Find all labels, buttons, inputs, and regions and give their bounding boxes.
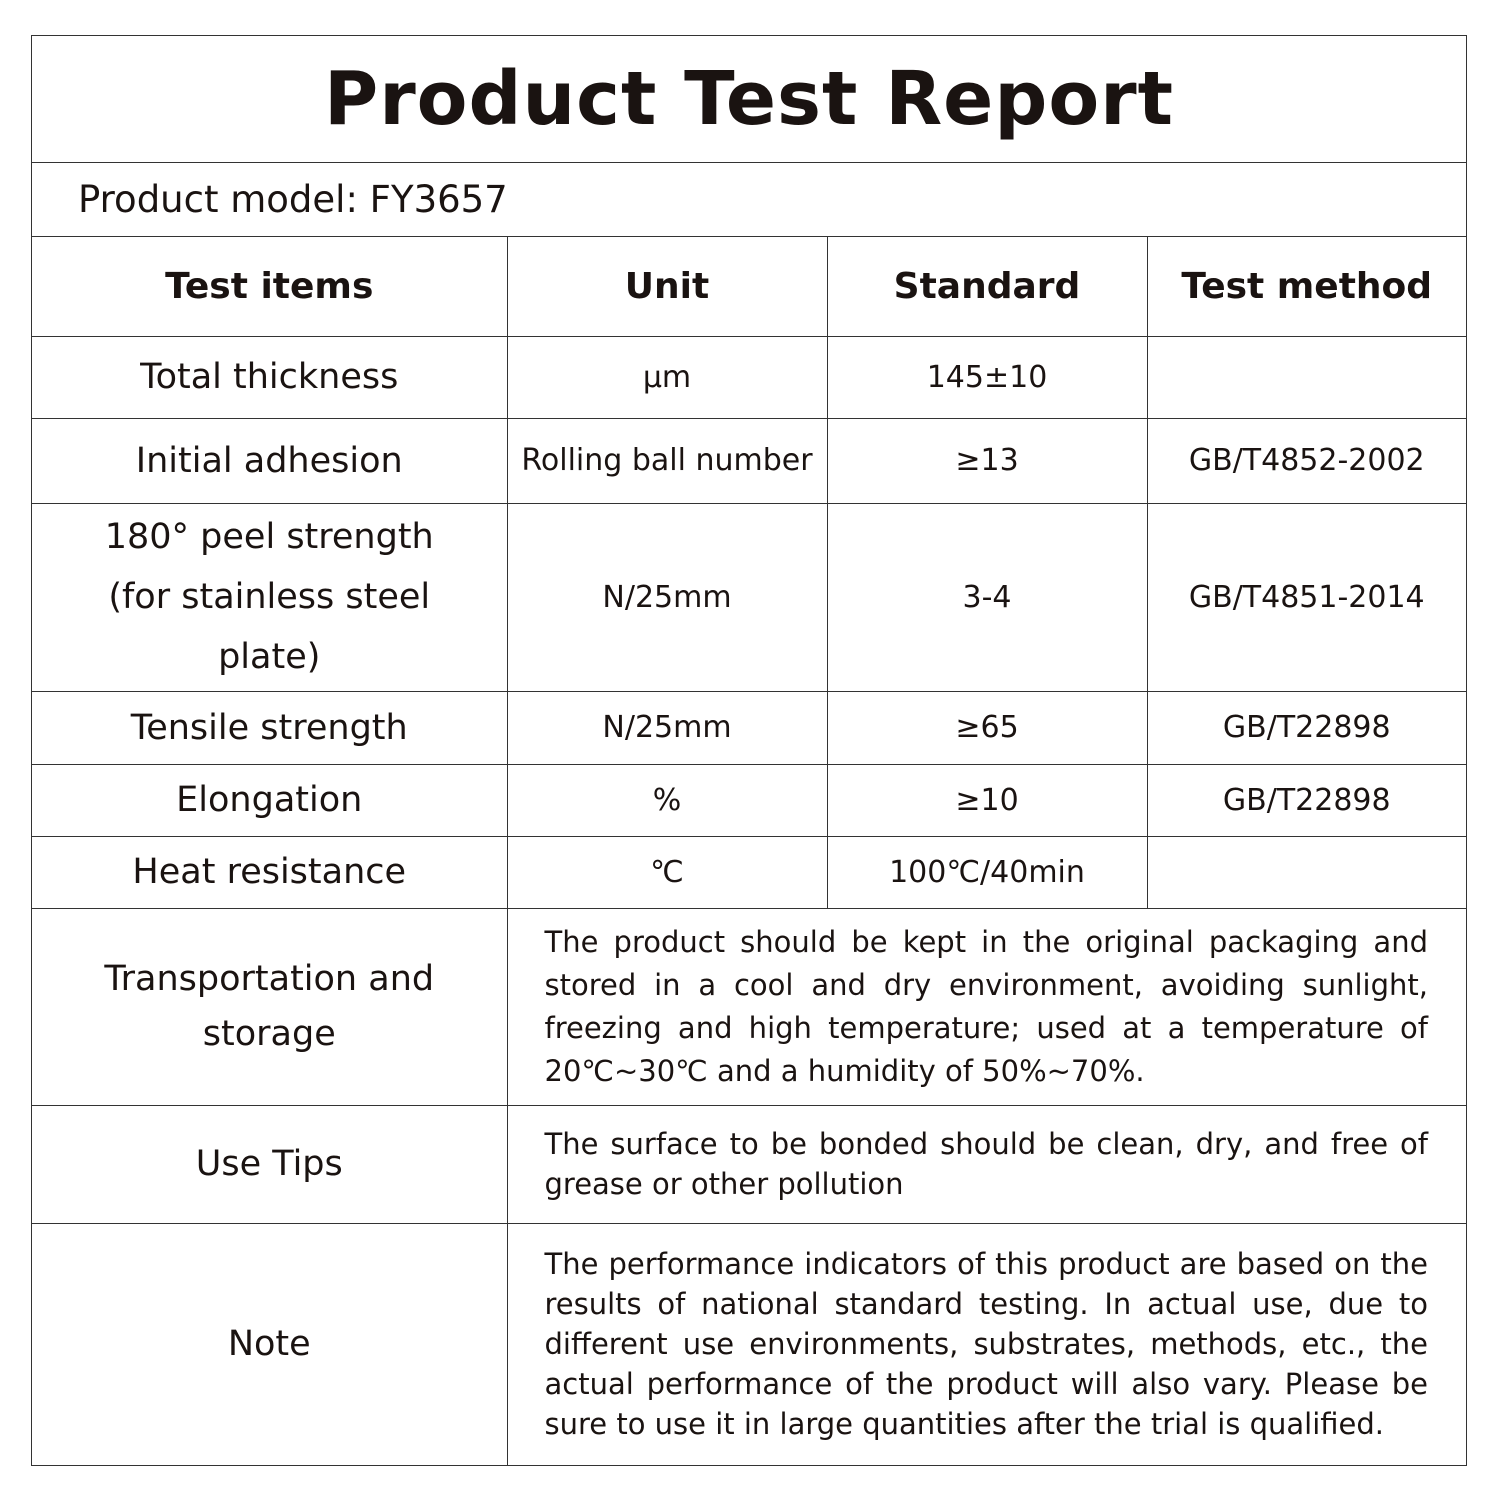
- note-row: Note The performance indicators of this …: [32, 1222, 1466, 1465]
- test-method: [1146, 335, 1466, 419]
- test-method: [1146, 835, 1466, 909]
- note-text: The surface to be bonded should be clean…: [506, 1104, 1466, 1224]
- table-row: Tensile strength N/25mm ≥65 GB/T22898: [32, 690, 1466, 765]
- test-item: 180° peel strength (for stainless steel …: [32, 502, 508, 692]
- test-item: Total thickness: [32, 335, 508, 419]
- header-test-method: Test method: [1146, 237, 1466, 337]
- unit: ℃: [506, 835, 828, 909]
- test-item: Initial adhesion: [32, 417, 508, 504]
- standard: 145±10: [826, 335, 1148, 419]
- note-row: Use Tips The surface to be bonded should…: [32, 1104, 1466, 1224]
- test-item: Heat resistance: [32, 835, 508, 909]
- test-method: GB/T4852-2002: [1146, 417, 1466, 504]
- header-unit: Unit: [506, 237, 828, 337]
- note-label: Note: [32, 1222, 508, 1465]
- test-item: Elongation: [32, 763, 508, 837]
- table-row: Elongation % ≥10 GB/T22898: [32, 763, 1466, 837]
- header-row: Test items Unit Standard Test method: [32, 237, 1466, 337]
- standard: ≥10: [826, 763, 1148, 837]
- note-text: The product should be kept in the origin…: [506, 907, 1466, 1106]
- table-row: Initial adhesion Rolling ball number ≥13…: [32, 417, 1466, 504]
- note-text: The performance indicators of this produ…: [506, 1222, 1466, 1465]
- test-method: GB/T22898: [1146, 763, 1466, 837]
- standard: ≥65: [826, 690, 1148, 765]
- header-standard: Standard: [826, 237, 1148, 337]
- test-report: Product Test Report Product model: FY365…: [31, 35, 1467, 1466]
- unit: %: [506, 763, 828, 837]
- unit: Rolling ball number: [506, 417, 828, 504]
- note-label: Transportation and storage: [32, 907, 508, 1106]
- header-test-items: Test items: [32, 237, 508, 337]
- standard: ≥13: [826, 417, 1148, 504]
- table-row: Total thickness μm 145±10: [32, 335, 1466, 419]
- unit: N/25mm: [506, 690, 828, 765]
- unit: μm: [506, 335, 828, 419]
- table-row: 180° peel strength (for stainless steel …: [32, 502, 1466, 692]
- note-label: Use Tips: [32, 1104, 508, 1224]
- test-item: Tensile strength: [32, 690, 508, 765]
- unit: N/25mm: [506, 502, 828, 692]
- standard: 100℃/40min: [826, 835, 1148, 909]
- note-row: Transportation and storage The product s…: [32, 907, 1466, 1106]
- product-model: Product model: FY3657: [32, 163, 1466, 237]
- table-row: Heat resistance ℃ 100℃/40min: [32, 835, 1466, 909]
- page-title: Product Test Report: [32, 36, 1466, 163]
- test-method: GB/T22898: [1146, 690, 1466, 765]
- test-method: GB/T4851-2014: [1146, 502, 1466, 692]
- test-table: Test items Unit Standard Test method Tot…: [32, 237, 1466, 1465]
- standard: 3-4: [826, 502, 1148, 692]
